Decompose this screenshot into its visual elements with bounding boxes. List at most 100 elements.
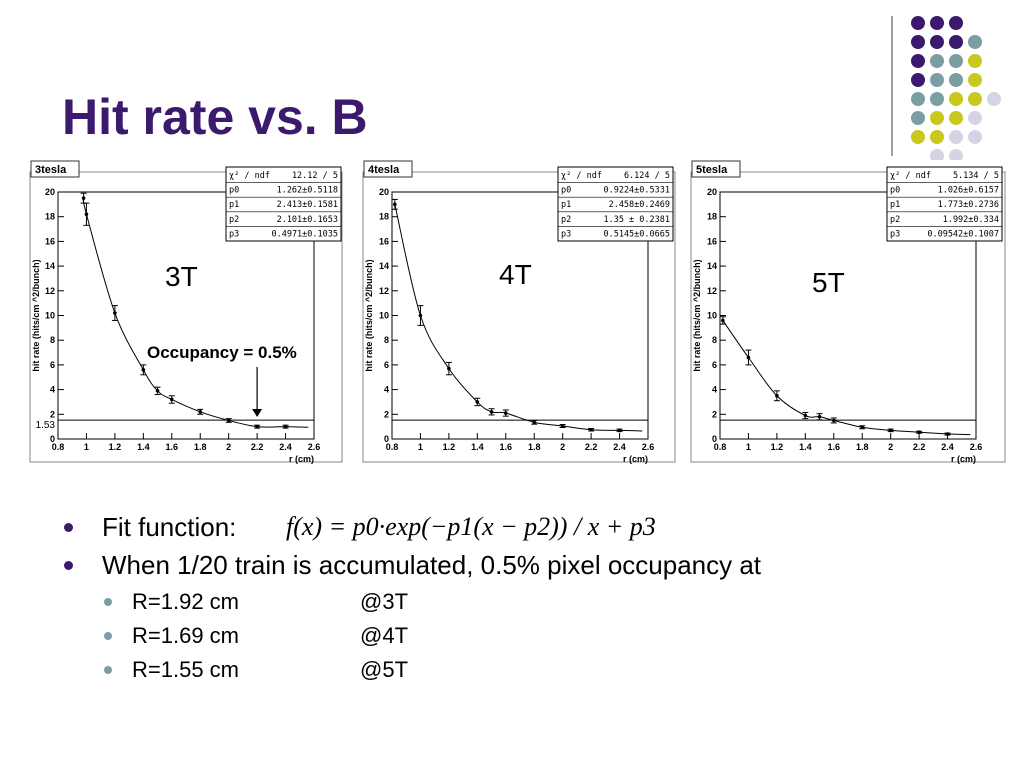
chart-title: 3tesla: [35, 164, 67, 176]
x-tick-label: 1.4: [137, 442, 150, 452]
data-point: [475, 400, 480, 404]
fit-formula: f(x) = p0·exp(−p1(x − p2)) / x + p3: [286, 512, 656, 541]
data-point: [560, 424, 565, 428]
x-tick-label: 2.2: [913, 442, 926, 452]
stats-box: [886, 166, 1003, 242]
x-tick-label: 1: [418, 442, 423, 452]
stats-param-name: p2: [890, 215, 900, 225]
stats-param-value: 1.773±0.2736: [938, 200, 999, 210]
x-tick-label: 2.6: [642, 442, 655, 452]
y-tick-label: 2: [50, 409, 55, 419]
x-axis-label: r (cm): [289, 454, 314, 464]
data-point: [617, 428, 622, 433]
decorative-dot-icon: [911, 16, 925, 30]
stats-param-value: 0.5145±0.0665: [603, 229, 670, 239]
decorative-dot-icon: [949, 35, 963, 49]
chart-4T: 4tesla 0 2 4 6 8 10 12 14 16 18 20 0.8 1 1.2 1.4 1.6 1.8 2…: [362, 160, 676, 464]
y-tick-label: 18: [707, 212, 717, 222]
stats-param-name: p3: [561, 229, 571, 239]
y-tick-label: 0: [712, 434, 717, 444]
data-point: [721, 318, 725, 323]
x-tick-label: 2.6: [308, 442, 321, 452]
stats-param-value: 12.12 / 5: [292, 171, 338, 181]
x-tick-label: 1.8: [856, 442, 869, 452]
y-axis-label: hit rate (hits/cm ^2/bunch): [692, 259, 702, 371]
y-tick-label: 10: [707, 311, 717, 321]
occupancy-annotation: Occupancy = 0.5%: [147, 343, 297, 362]
data-point: [418, 313, 423, 318]
field-value: @4T: [360, 623, 409, 648]
annotation-arrow-head: [252, 409, 263, 417]
decorative-dot-icon: [911, 54, 925, 68]
chart-title-box: [30, 160, 80, 178]
stats-param-name: p1: [561, 200, 571, 210]
decorative-dot-icon: [930, 35, 944, 49]
decorative-dot-icon: [949, 16, 963, 30]
data-point: [589, 427, 593, 432]
title-divider: [891, 16, 893, 156]
x-tick-label: 1.2: [443, 442, 456, 452]
fit-curve: [722, 320, 971, 436]
chart-title-box: [363, 160, 413, 178]
stats-param-value: 2.101±0.1653: [277, 215, 338, 225]
chart-title: 4tesla: [368, 164, 400, 176]
y-tick-label: 8: [384, 335, 389, 345]
stats-param-name: χ² / ndf: [229, 171, 270, 181]
y-tick-label: 12: [45, 286, 55, 296]
y-tick-label: 0: [384, 434, 389, 444]
stats-box: [225, 166, 342, 242]
decorative-dot-icon: [949, 111, 963, 125]
x-tick-label: 2: [226, 442, 231, 452]
stats-param-value: 1.35 ± 0.2381: [603, 215, 670, 225]
y-tick-label: 8: [712, 335, 717, 345]
y-tick-label: 8: [50, 335, 55, 345]
x-tick-label: 1.8: [194, 442, 207, 452]
y-axis-label: hit rate (hits/cm ^2/bunch): [364, 259, 374, 371]
x-tick-label: 0.8: [52, 442, 65, 452]
data-point: [917, 430, 921, 435]
sub-bullet-dot-icon: [104, 598, 112, 606]
chart-5T: 5tesla 0 2 4 6 8 10 12 14 16 18 20 0.8 1 1.2 1.4 1.6 1.8 2…: [690, 160, 1006, 464]
x-tick-label: 1.6: [500, 442, 513, 452]
field-value: @5T: [360, 657, 409, 682]
sub-bullet-dot-icon: [104, 632, 112, 640]
chart-3T: 3tesla 0 2 4 6 8 10 12 14 16 18 20 0.8 1 1.2 1.4 1.6 1.8 2…: [29, 160, 343, 464]
fit-function-label: Fit function:: [102, 512, 237, 542]
data-point: [169, 397, 174, 402]
stats-param-name: p1: [229, 200, 239, 210]
y-tick-label: 2: [712, 409, 717, 419]
bullet-dot-icon: [64, 561, 73, 570]
decorative-dot-icon: [968, 35, 982, 49]
x-axis-label: r (cm): [951, 454, 976, 464]
slide-title: Hit rate vs. B: [62, 89, 368, 145]
stats-param-name: p2: [561, 215, 571, 225]
stats-param-value: 1.026±0.6157: [938, 186, 999, 196]
radius-value: R=1.69 cm: [132, 623, 239, 648]
stats-box: [557, 166, 674, 242]
threshold-label: 1.53: [36, 420, 56, 431]
stats-param-value: 0.09542±0.1007: [927, 229, 999, 239]
y-tick-label: 4: [384, 385, 389, 395]
x-tick-label: 2: [888, 442, 893, 452]
x-tick-label: 1.4: [799, 442, 812, 452]
data-point: [198, 410, 203, 414]
y-tick-label: 14: [45, 261, 55, 271]
decorative-dot-icon: [911, 130, 925, 144]
y-tick-label: 16: [379, 236, 389, 246]
y-tick-label: 4: [50, 385, 55, 395]
accumulated-text: When 1/20 train is accumulated, 0.5% pix…: [102, 550, 762, 580]
stats-param-name: p3: [890, 229, 900, 239]
decorative-dot-icon: [949, 73, 963, 87]
y-tick-label: 20: [707, 187, 717, 197]
y-tick-label: 14: [379, 261, 389, 271]
y-tick-label: 20: [45, 187, 55, 197]
data-point: [945, 432, 950, 436]
stats-param-name: p2: [229, 215, 239, 225]
data-point: [860, 425, 865, 430]
data-point: [113, 311, 117, 315]
stats-param-value: 0.9224±0.5331: [603, 186, 670, 196]
radius-value: R=1.92 cm: [132, 589, 239, 614]
stats-param-name: χ² / ndf: [890, 171, 931, 181]
y-axis-label: hit rate (hits/cm ^2/bunch): [31, 259, 41, 371]
